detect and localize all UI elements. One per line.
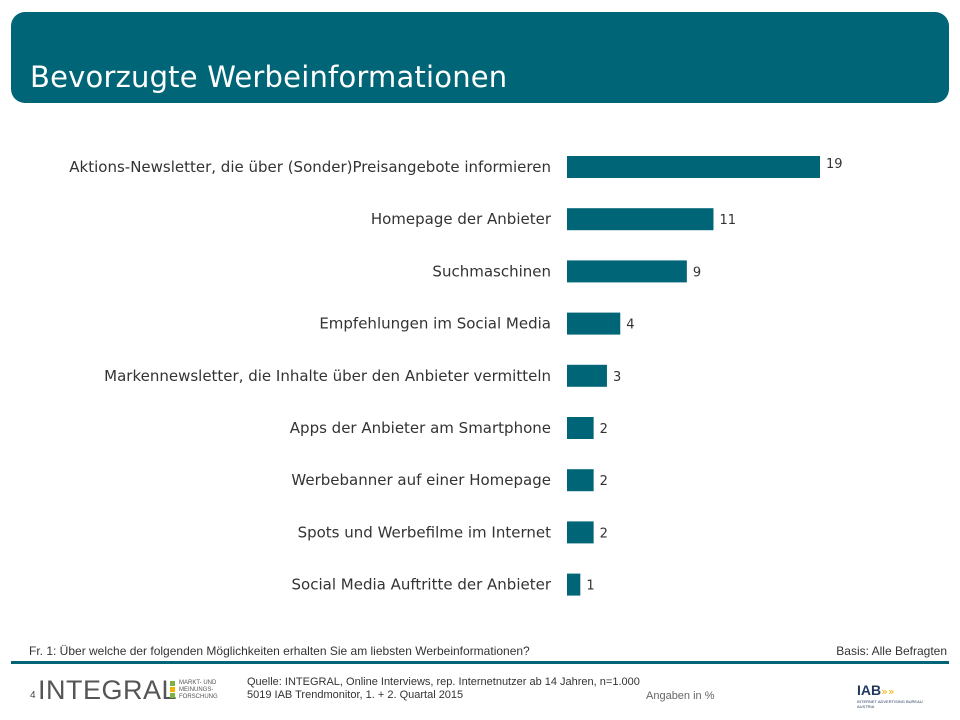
bar [567,573,581,596]
source-line: 5019 IAB Trendmonitor, 1. + 2. Quartal 2… [247,689,464,701]
bar [567,364,607,387]
value-label: 19 [826,157,843,172]
footer-divider [11,661,949,664]
source-line: Quelle: INTEGRAL, Online Interviews, rep… [247,676,640,688]
iab-logo-text: IAB [857,682,882,698]
bar-chart: Aktions-Newsletter, die über (Sonder)Pre… [69,156,843,596]
bar [567,208,714,231]
source-note: Quelle: INTEGRAL, Online Interviews, rep… [247,676,640,702]
category-label: Empfehlungen im Social Media [319,315,551,333]
integral-logo: INTEGRAL [38,675,178,705]
iab-logo: IAB»» INTERNET ADVERTISING BUREAU AUSTRI… [857,680,937,710]
bar [567,260,687,283]
iab-sub-line: INTERNET ADVERTISING BUREAU [857,699,923,704]
bar [567,417,594,439]
integral-logo-subtitle: MARKT- UND MEINUNGS- FORSCHUNG [179,680,229,701]
page-number: 4 [30,690,36,701]
question-text: Fr. 1: Über welche der folgenden Möglich… [29,644,530,658]
category-label: Markennewsletter, die Inhalte über den A… [104,367,551,385]
value-label: 1 [586,579,594,594]
category-label: Aktions-Newsletter, die über (Sonder)Pre… [69,158,551,176]
arrows-icon: »» [881,685,895,698]
logo-sub-line: FORSCHUNG [179,694,218,700]
header-banner: Bevorzugte Werbeinformationen [11,12,949,103]
bar [567,156,820,178]
iab-logo-subtitle: INTERNET ADVERTISING BUREAU AUSTRIA [857,699,937,709]
value-label: 2 [600,526,608,541]
category-label: Social Media Auftritte der Anbieter [292,576,552,594]
logo-sub-line: MARKT- UND [179,680,217,686]
category-label: Homepage der Anbieter [371,210,552,228]
value-label: 2 [600,422,608,437]
value-label: 9 [693,265,701,280]
category-label: Suchmaschinen [432,262,551,280]
bar [567,469,594,492]
integral-logo-mark [170,681,175,699]
logo-sub-line: MEINUNGS- [179,687,214,693]
value-label: 3 [613,370,621,385]
basis-text: Basis: Alle Befragten [836,644,947,658]
iab-sub-line: AUSTRIA [857,704,875,709]
bar [567,521,594,544]
value-label: 2 [600,474,608,489]
category-label: Apps der Anbieter am Smartphone [290,419,551,437]
value-label: 11 [719,213,736,228]
category-label: Spots und Werbefilme im Internet [298,523,552,541]
page-title: Bevorzugte Werbeinformationen [30,60,508,94]
units-note: Angaben in % [646,690,715,702]
value-label: 4 [626,318,634,333]
category-label: Werbebanner auf einer Homepage [291,471,551,489]
bar [567,312,621,335]
